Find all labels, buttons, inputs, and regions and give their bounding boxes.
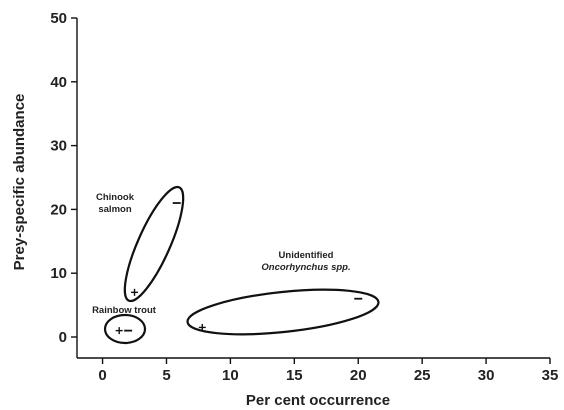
group-label: Chinook: [96, 192, 135, 203]
group-ellipse: [123, 185, 185, 303]
y-tick-label: 0: [59, 329, 67, 346]
group-label: Unidentified: [279, 250, 334, 261]
group-label: Oncorhynchus spp.: [261, 262, 350, 273]
x-tick-label: 30: [478, 367, 495, 384]
y-tick-label: 20: [50, 201, 67, 218]
y-tick-label: 10: [50, 265, 67, 282]
group-ellipse: [186, 288, 380, 336]
x-tick-label: 5: [162, 367, 170, 384]
x-tick-label: 10: [222, 367, 239, 384]
y-tick-label: 30: [50, 138, 67, 155]
x-axis-title: Per cent occurrence: [246, 392, 390, 409]
x-tick-label: 15: [286, 367, 303, 384]
x-tick-label: 0: [98, 367, 106, 384]
y-tick-label: 40: [50, 74, 67, 91]
group-ellipse: [103, 313, 147, 345]
y-axis-title: Prey-specific abundance: [11, 94, 28, 271]
x-tick-label: 20: [350, 367, 367, 384]
axes: [76, 18, 550, 359]
x-ticks: 0 5 10 15 20 25 30 35: [98, 358, 558, 384]
y-tick-label: 50: [50, 10, 67, 27]
x-tick-label: 25: [414, 367, 431, 384]
group-label: Rainbow trout: [92, 305, 157, 316]
y-ticks: 0 10 20 30 40 50: [50, 10, 77, 346]
data-group: Rainbow trout: [92, 305, 157, 345]
group-label: salmon: [98, 204, 131, 215]
x-tick-label: 35: [542, 367, 559, 384]
